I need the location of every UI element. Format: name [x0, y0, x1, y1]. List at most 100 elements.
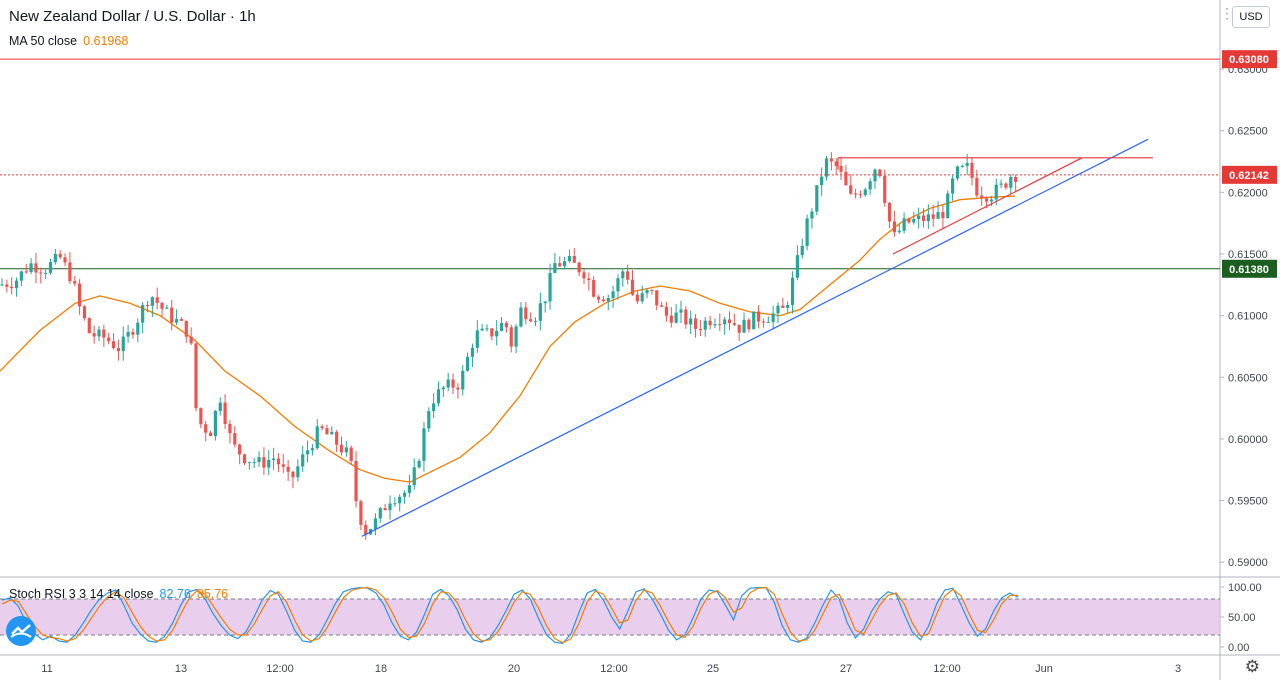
candle-body	[441, 387, 445, 390]
candle-body	[829, 158, 833, 162]
candle-body	[669, 315, 673, 323]
candle-body	[432, 403, 436, 412]
last-price-price-badge	[1222, 165, 1277, 184]
candle-body	[320, 426, 324, 429]
gear-icon[interactable]: ⚙	[1244, 657, 1260, 676]
candle-body	[737, 324, 741, 333]
candle-body	[965, 162, 969, 166]
ascending-trendline	[361, 138, 1149, 537]
price-tick-label: 0.60000	[1228, 434, 1268, 446]
time-tick-label: Jun	[1035, 663, 1053, 675]
candle-body	[660, 305, 664, 307]
candle-body	[19, 271, 23, 281]
candle-body	[548, 272, 552, 302]
stoch-tick-label: 0.00	[1228, 642, 1249, 654]
horizontal-levels[interactable]	[0, 58, 1220, 270]
price-axis[interactable]: 0.630000.625000.620000.615000.610000.605…	[1220, 50, 1277, 654]
ma-legend[interactable]: MA 50 close 0.61968	[9, 34, 128, 48]
candle-body	[655, 290, 659, 306]
candle-body	[490, 328, 494, 337]
candle-body	[24, 271, 28, 273]
candle-body	[810, 211, 814, 219]
candle-body	[955, 166, 960, 179]
candle-body	[189, 336, 193, 344]
candle-body	[994, 184, 998, 200]
candle-body	[514, 326, 518, 347]
stoch-legend[interactable]: Stoch RSI 3 3 14 14 close 82.76 85.76	[9, 587, 228, 601]
triangle-bottom-line	[892, 157, 1083, 255]
candle-body	[752, 311, 756, 330]
candle-body	[708, 320, 712, 326]
candle-body	[572, 256, 576, 263]
candle-body	[204, 424, 208, 433]
candle-body	[301, 454, 305, 467]
resistance-price-badge	[1222, 50, 1277, 69]
candle-body	[781, 305, 785, 308]
candle-body	[393, 503, 397, 505]
candle-body	[111, 341, 116, 349]
candle-body	[63, 257, 67, 263]
candle-body	[325, 428, 329, 435]
candle-body	[291, 471, 295, 478]
candle-body	[102, 329, 106, 338]
candle-body	[582, 272, 586, 279]
candle-body	[208, 432, 213, 437]
candle-body	[364, 524, 368, 535]
candle-body	[858, 194, 863, 196]
candle-body	[941, 212, 945, 219]
candle-body	[960, 165, 964, 167]
candle-body	[999, 183, 1003, 185]
price-tick-label: 0.61500	[1228, 249, 1268, 261]
candle-body	[723, 319, 727, 325]
candle-body	[820, 176, 824, 186]
symbol-title[interactable]: New Zealand Dollar / U.S. Dollar · 1h	[9, 8, 256, 25]
candles	[0, 152, 1018, 541]
resistance-price-label: 0.63080	[1229, 54, 1269, 66]
candle-body	[529, 319, 533, 322]
candle-body	[349, 447, 353, 461]
candle-body	[272, 458, 276, 460]
candle-body	[170, 307, 174, 323]
candle-body	[921, 215, 926, 222]
more-options-icon[interactable]: ⋮	[1220, 5, 1234, 21]
candle-body	[281, 464, 285, 467]
candle-body	[698, 328, 702, 330]
candle-body	[446, 379, 450, 388]
drawings[interactable]	[361, 138, 1153, 537]
tradingview-logo-icon[interactable]	[6, 616, 36, 646]
candle-body	[892, 221, 896, 233]
candle-body	[887, 202, 892, 222]
candle-body	[684, 309, 688, 325]
price-tick-label: 0.62500	[1228, 126, 1268, 138]
candle-body	[616, 278, 620, 292]
candle-body	[834, 161, 838, 166]
candle-body	[650, 290, 654, 292]
candle-body	[257, 457, 261, 463]
candle-body	[39, 272, 43, 274]
candle-body	[951, 178, 955, 194]
candle-body	[34, 263, 38, 273]
currency-button[interactable]: USD	[1232, 6, 1270, 28]
stoch-k-value: 82.76	[159, 587, 191, 601]
price-tick-label: 0.62000	[1228, 187, 1268, 199]
candle-body	[10, 286, 14, 289]
candle-body	[354, 460, 358, 502]
stoch-d-line	[1, 586, 1018, 644]
price-tick-label: 0.61000	[1228, 311, 1268, 323]
time-axis[interactable]: 11 13 12:00 18 20 12:00 25 27 12:00 Jun 3	[41, 663, 1181, 675]
candle-body	[330, 431, 334, 435]
candle-body	[475, 330, 479, 348]
candle-body	[179, 319, 184, 321]
timeframe[interactable]: 1h	[239, 8, 256, 25]
candle-body	[868, 181, 872, 190]
stoch-tick-label: 100.00	[1228, 582, 1262, 594]
candle-body	[917, 215, 921, 219]
candle-body	[844, 171, 848, 186]
candle-body	[296, 466, 300, 478]
candle-body	[485, 328, 489, 330]
time-tick-label: 12:00	[266, 663, 294, 675]
title-separator: ·	[229, 8, 235, 25]
candle-body	[456, 387, 460, 390]
stoch-d-value: 85.76	[196, 587, 229, 601]
